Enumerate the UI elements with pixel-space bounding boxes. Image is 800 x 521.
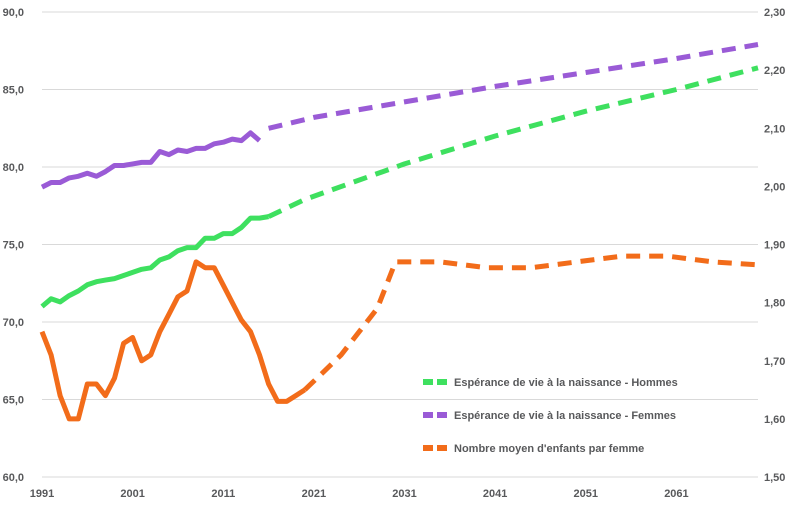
y2-tick-label: 1,90 [764,240,785,252]
y2-tick-label: 2,20 [764,65,785,77]
y-tick-label: 65,0 [3,395,24,407]
y-tick-label: 60,0 [3,472,24,484]
legend-label: Espérance de vie à la naissance - Femmes [454,410,676,422]
legend-label: Espérance de vie à la naissance - Hommes [454,377,678,389]
y-tick-label: 90,0 [3,7,24,19]
x-tick-label: 2041 [483,488,507,500]
y2-tick-label: 2,00 [764,181,785,193]
y-tick-label: 85,0 [3,85,24,97]
y2-tick-label: 1,50 [764,472,785,484]
series-0-projected-line [267,65,759,219]
x-tick-label: 2011 [211,488,235,500]
legend: Espérance de vie à la naissance - Hommes… [423,377,678,455]
x-tick-label: 2021 [302,488,326,500]
series-2-observed-line [39,259,307,422]
axis-ticks: 60,0 65,0 70,0 75,0 80,0 85,0 90,0 1,50 1,60 1,70… [3,7,786,500]
y-tick-label: 70,0 [3,317,24,329]
series-0-observed-line [40,214,270,309]
y2-tick-label: 1,80 [764,298,785,310]
series-1-projected-line [268,42,759,131]
x-tick-label: 2001 [120,488,144,500]
x-tick-label: 1991 [30,488,54,500]
x-tick-label: 2051 [574,488,598,500]
x-tick-label: 2031 [392,488,416,500]
x-tick-label: 2061 [664,488,688,500]
legend-label: Nombre moyen d'enfants par femme [454,443,644,455]
series-1-observed-line [40,130,262,190]
series-2-projected-line [303,253,759,392]
y2-tick-label: 1,60 [764,414,785,426]
gridlines [42,11,758,478]
y2-tick-label: 2,10 [764,123,785,135]
y-tick-label: 80,0 [3,162,24,174]
y-tick-label: 75,0 [3,240,24,252]
series-lines [39,42,759,422]
y2-tick-label: 1,70 [764,356,785,368]
y2-tick-label: 2,30 [764,7,785,19]
